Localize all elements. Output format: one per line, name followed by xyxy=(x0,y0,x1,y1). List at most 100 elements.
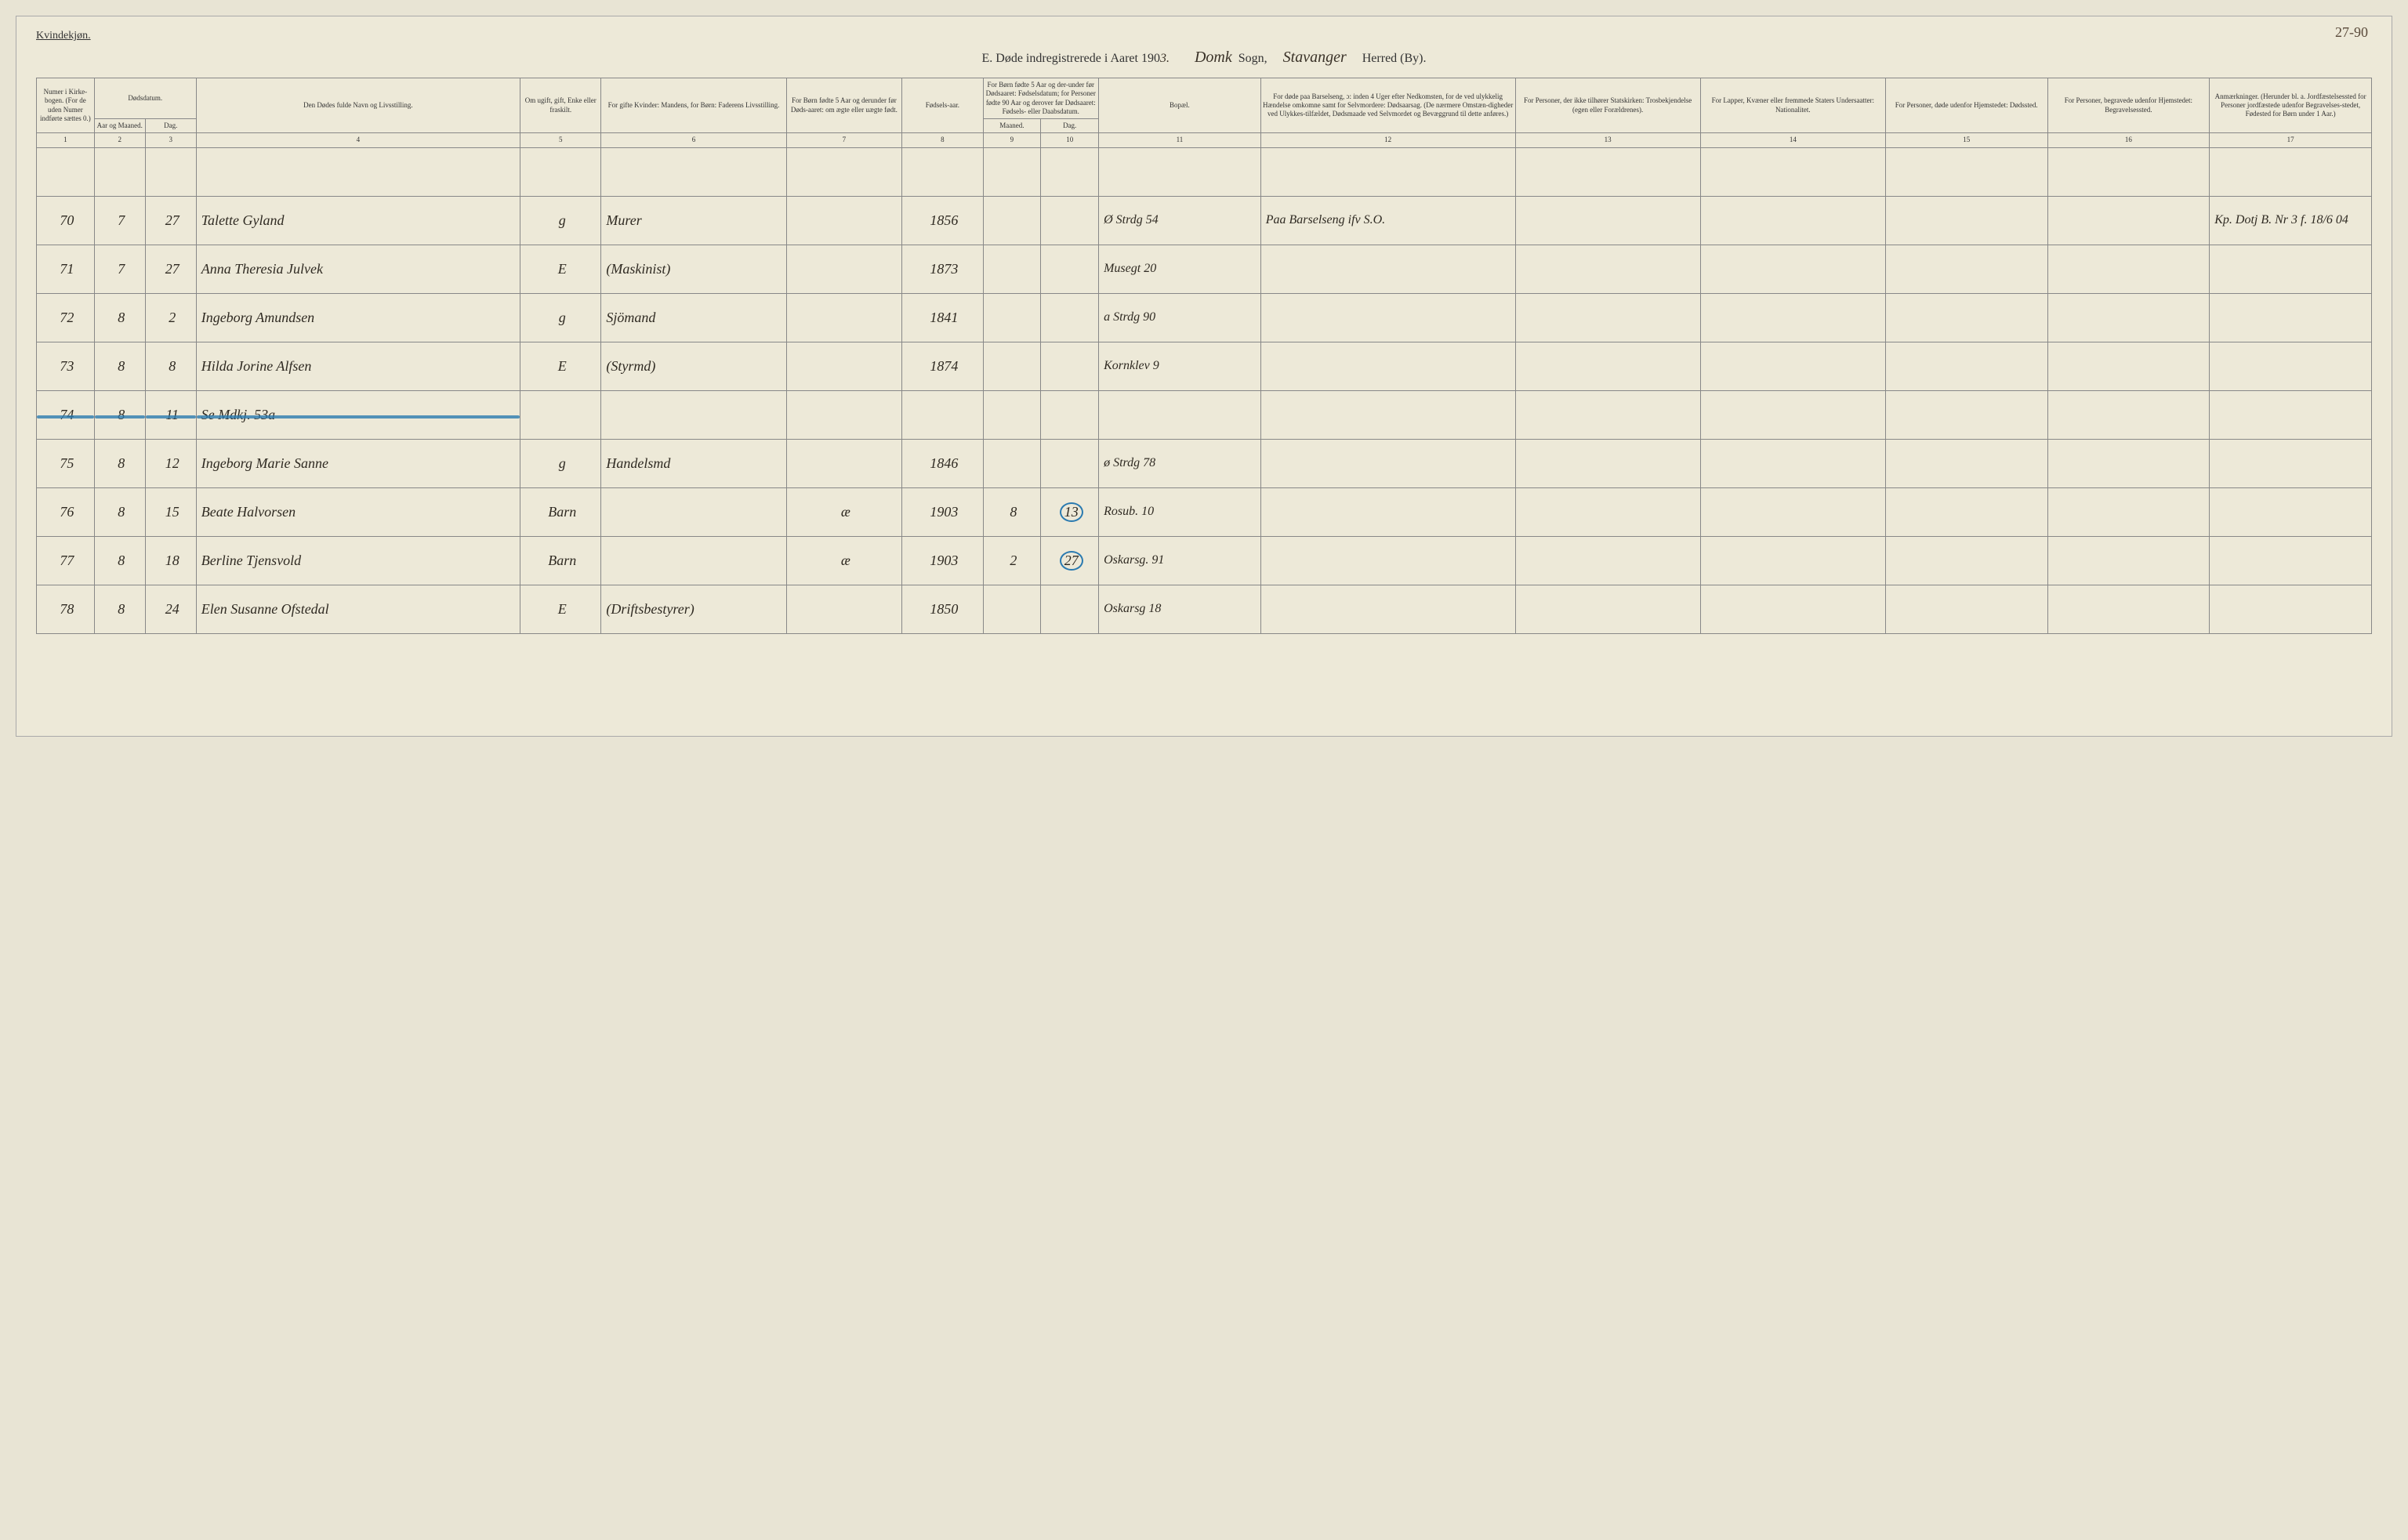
cell-c14 xyxy=(1700,342,1885,390)
colnum: 3 xyxy=(145,133,196,147)
colnum: 14 xyxy=(1700,133,1885,147)
cell-month: 8 xyxy=(94,293,145,342)
cell-address: Rosub. 10 xyxy=(1099,487,1261,536)
colnum: 4 xyxy=(196,133,520,147)
table-row: 75812Ingeborg Marie SannegHandelsmd1846ø… xyxy=(37,439,2372,487)
cell-status: E xyxy=(520,342,601,390)
cell-occupation: (Maskinist) xyxy=(601,245,786,293)
cell-occupation xyxy=(601,487,786,536)
corner-page-number: 27-90 xyxy=(2335,24,2368,41)
cell-c14 xyxy=(1700,585,1885,633)
herred-handwritten: Stavanger xyxy=(1283,49,1347,66)
spacer-row xyxy=(37,147,2372,196)
ledger-table: Numer i Kirke-bogen. (For de uden Numer … xyxy=(36,78,2372,634)
title-printed: E. Døde indregistrerede i Aaret 190 xyxy=(982,52,1160,65)
cell-birthyear: 1856 xyxy=(902,196,983,245)
cell-c13 xyxy=(1515,245,1700,293)
colnum: 17 xyxy=(2210,133,2372,147)
cell-name: Beate Halvorsen xyxy=(196,487,520,536)
cell-name: Berline Tjensvold xyxy=(196,536,520,585)
cell-day: 8 xyxy=(145,342,196,390)
table-row: 7388Hilda Jorine AlfsenE(Styrmd)1874Korn… xyxy=(37,342,2372,390)
cell-birthmonth xyxy=(983,293,1041,342)
colnum: 5 xyxy=(520,133,601,147)
cell-c14 xyxy=(1700,487,1885,536)
cell-birthyear: 1873 xyxy=(902,245,983,293)
cell-num: 71 xyxy=(37,245,95,293)
cell-c15 xyxy=(1885,245,2047,293)
hdr-c6: For gifte Kvinder: Mandens, for Børn: Fa… xyxy=(601,78,786,133)
cell-birthyear xyxy=(902,390,983,439)
cell-num: 73 xyxy=(37,342,95,390)
cell-address: Oskarsg 18 xyxy=(1099,585,1261,633)
cell-note xyxy=(2210,342,2372,390)
cell-c13 xyxy=(1515,439,1700,487)
cell-c13 xyxy=(1515,293,1700,342)
colnum: 9 xyxy=(983,133,1041,147)
hdr-c4: Den Dødes fulde Navn og Livsstilling. xyxy=(196,78,520,133)
colnum: 7 xyxy=(786,133,902,147)
column-number-row: 1 2 3 4 5 6 7 8 9 10 11 12 13 14 15 16 1… xyxy=(37,133,2372,147)
cell-address: Oskarsg. 91 xyxy=(1099,536,1261,585)
cell-birthmonth xyxy=(983,439,1041,487)
cell-month: 7 xyxy=(94,245,145,293)
cell-day: 15 xyxy=(145,487,196,536)
cell-c14 xyxy=(1700,245,1885,293)
cell-cause xyxy=(1260,536,1515,585)
hdr-c7: For Børn fødte 5 Aar og derunder før Død… xyxy=(786,78,902,133)
cell-num: 78 xyxy=(37,585,95,633)
hdr-c15: For Personer, døde udenfor Hjemstedet: D… xyxy=(1885,78,2047,133)
cell-birthmonth xyxy=(983,245,1041,293)
cell-legit: æ xyxy=(786,487,902,536)
gender-label: Kvindekjøn. xyxy=(36,30,91,42)
cell-day: 27 xyxy=(145,245,196,293)
cell-c15 xyxy=(1885,293,2047,342)
cell-birthyear: 1850 xyxy=(902,585,983,633)
hdr-c17: Anmærkninger. (Herunder bl. a. Jordfæste… xyxy=(2210,78,2372,133)
cell-c16 xyxy=(2047,390,2210,439)
table-body: 70727Talette GylandgMurer1856Ø Strdg 54P… xyxy=(37,147,2372,633)
cell-legit xyxy=(786,439,902,487)
cell-legit xyxy=(786,245,902,293)
cell-num: 76 xyxy=(37,487,95,536)
colnum: 8 xyxy=(902,133,983,147)
hdr-c2: Aar og Maaned. xyxy=(94,119,145,133)
cell-month: 8 xyxy=(94,342,145,390)
hdr-c9-10-top: For Børn fødte 5 Aar og der-under før Dø… xyxy=(983,78,1099,119)
cell-note xyxy=(2210,487,2372,536)
cell-c13 xyxy=(1515,342,1700,390)
cell-status: g xyxy=(520,293,601,342)
cell-cause xyxy=(1260,439,1515,487)
table-row: 71727Anna Theresia JulvekE(Maskinist)187… xyxy=(37,245,2372,293)
cell-address xyxy=(1099,390,1261,439)
cell-birthyear: 1841 xyxy=(902,293,983,342)
cell-c14 xyxy=(1700,390,1885,439)
cell-status xyxy=(520,390,601,439)
hdr-c14: For Lapper, Kvæner eller fremmede Stater… xyxy=(1700,78,1885,133)
cell-note: Kp. Dotj B. Nr 3 f. 18/6 04 xyxy=(2210,196,2372,245)
cell-birthday xyxy=(1041,196,1099,245)
colnum: 1 xyxy=(37,133,95,147)
colnum: 13 xyxy=(1515,133,1700,147)
table-header: Numer i Kirke-bogen. (For de uden Numer … xyxy=(37,78,2372,148)
colnum: 12 xyxy=(1260,133,1515,147)
cell-c13 xyxy=(1515,536,1700,585)
cell-legit xyxy=(786,342,902,390)
cell-birthday xyxy=(1041,439,1099,487)
table-row: 70727Talette GylandgMurer1856Ø Strdg 54P… xyxy=(37,196,2372,245)
cell-name: Anna Theresia Julvek xyxy=(196,245,520,293)
cell-c16 xyxy=(2047,293,2210,342)
cell-name: Se Mdkj. 53a xyxy=(196,390,520,439)
cell-month: 7 xyxy=(94,196,145,245)
cell-birthyear: 1903 xyxy=(902,536,983,585)
cell-month: 8 xyxy=(94,439,145,487)
cell-birthday xyxy=(1041,390,1099,439)
cell-cause xyxy=(1260,293,1515,342)
cell-legit xyxy=(786,585,902,633)
cell-num: 72 xyxy=(37,293,95,342)
hdr-c8: Fødsels-aar. xyxy=(902,78,983,133)
cell-num: 77 xyxy=(37,536,95,585)
cell-note xyxy=(2210,585,2372,633)
cell-legit xyxy=(786,196,902,245)
cell-c16 xyxy=(2047,585,2210,633)
